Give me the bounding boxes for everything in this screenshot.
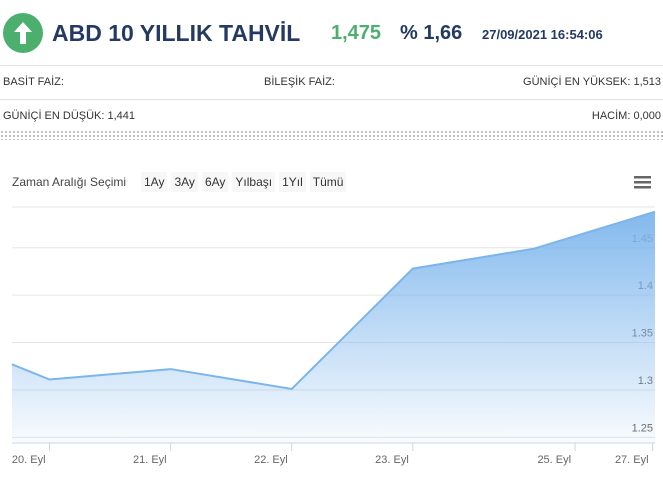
- range-button[interactable]: 1Ay: [141, 172, 168, 192]
- separator: [0, 65, 663, 66]
- range-label: Zaman Aralığı Seçimi: [12, 175, 127, 189]
- change: % 1,66: [400, 22, 463, 44]
- up-arrow-icon: [3, 13, 43, 53]
- x-tick-label: 20. Eyl: [12, 454, 46, 466]
- range-button[interactable]: 1Yıl: [279, 172, 306, 192]
- range-button[interactable]: 6Ay: [201, 172, 229, 192]
- x-tick-label: 22. Eyl: [254, 454, 288, 466]
- area: [12, 211, 655, 443]
- datetime: 27/09/2021 16:54:06: [482, 27, 603, 42]
- menu-icon[interactable]: [634, 176, 651, 189]
- volume: HACİM: 0,000: [591, 110, 661, 122]
- x-tick-label: 23. Eyl: [375, 454, 409, 466]
- range-button[interactable]: 3Ay: [171, 172, 198, 192]
- day-low: GÜNİÇİ EN DÜŞÜK: 1,441: [3, 110, 136, 122]
- price: 1,475: [331, 22, 382, 44]
- separator: [0, 99, 663, 100]
- range-button[interactable]: Tümü: [309, 172, 347, 192]
- x-tick-label: 27. Eyl: [615, 454, 649, 466]
- compound-rate: BİLEŞİK FAİZ:: [264, 76, 335, 88]
- x-tick-label: 21. Eyl: [133, 454, 167, 466]
- dotted-divider: [0, 130, 663, 140]
- range-buttons: 1Ay 3Ay 6Ay Yılbaşı 1Yıl Tümü: [141, 172, 347, 192]
- range-button[interactable]: Yılbaşı: [232, 172, 276, 192]
- day-high: GÜNİÇİ EN YÜKSEK: 1,513: [523, 76, 661, 88]
- x-tick-label: 25. Eyl: [537, 454, 571, 466]
- simple-rate: BASİT FAİZ:: [3, 76, 64, 88]
- line: [11, 210, 656, 391]
- title: ABD 10 YILLIK TAHVİL: [52, 20, 301, 46]
